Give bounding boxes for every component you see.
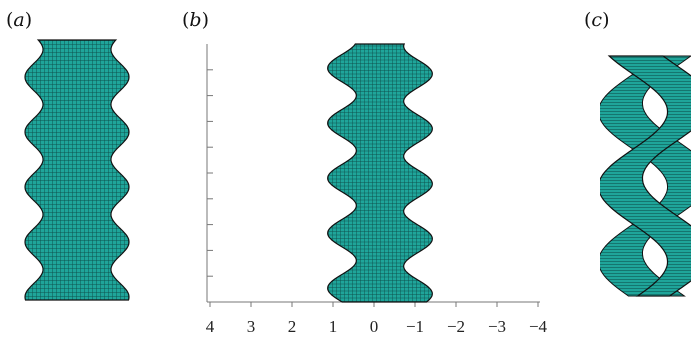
panel-b-y-ticks bbox=[207, 69, 213, 303]
panel-b-x-tick-label: −4 bbox=[529, 317, 548, 336]
panel-b-x-tick-label: 2 bbox=[288, 317, 297, 336]
panel-b-x-tick-label: −2 bbox=[447, 317, 465, 336]
panel-label-a: (a) bbox=[6, 9, 32, 31]
panel-b-x-tick-label: 0 bbox=[370, 317, 379, 336]
panel-b-surface bbox=[327, 43, 433, 303]
panel-b-x-tick-label: −3 bbox=[488, 317, 506, 336]
panel-b-x-tick-label: 1 bbox=[329, 317, 338, 336]
panel-c-strand-front bbox=[600, 55, 691, 297]
panel-b-x-tick-label: −1 bbox=[406, 317, 424, 336]
panel-b-x-tick-label: 3 bbox=[247, 317, 256, 336]
panel-label-b: (b) bbox=[182, 9, 209, 31]
panel-b-x-tick-label: 4 bbox=[206, 317, 215, 336]
panel-a-mesh-body bbox=[24, 39, 130, 301]
panel-b-mesh-body bbox=[327, 43, 433, 303]
panel-a-surface bbox=[24, 39, 130, 301]
panel-label-c: (c) bbox=[584, 9, 610, 31]
panel-c-surface bbox=[600, 55, 691, 297]
panel-b-x-ticks: 4 3 2 1 0 −1 −2 −3 −4 bbox=[206, 302, 548, 336]
panel-b-axes: 4 3 2 1 0 −1 −2 −3 −4 bbox=[206, 44, 548, 336]
